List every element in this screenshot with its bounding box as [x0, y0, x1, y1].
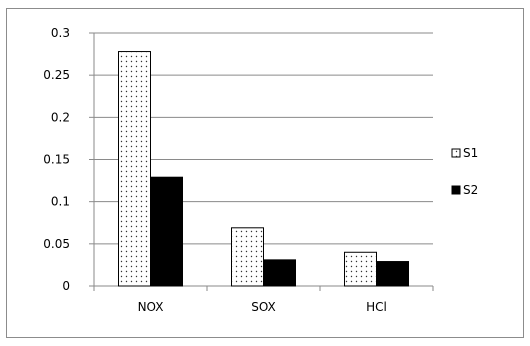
x-tick-labels: NOX SOX HCl [138, 300, 387, 314]
bar-s1-sox [231, 227, 264, 287]
x-tick-label: NOX [138, 300, 164, 314]
y-tick-label: 0 [62, 279, 70, 293]
bars [118, 51, 409, 287]
bar-s2-nox [150, 176, 183, 287]
y-tick-label: 0.05 [43, 237, 70, 251]
x-tick-label: HCl [366, 300, 387, 314]
legend-label: S2 [463, 183, 478, 197]
y-tick-label: 0.1 [51, 195, 70, 209]
y-tick-label: 0.15 [43, 153, 70, 167]
bar-s2-hcl [376, 261, 409, 287]
y-tick-label: 0.2 [51, 110, 70, 124]
legend: S1 S2 [451, 146, 478, 197]
legend-swatch [451, 148, 461, 158]
y-tick-label: 0.25 [43, 68, 70, 82]
bar-s2-sox [263, 259, 296, 287]
bar-s1-nox [118, 51, 151, 287]
y-tick-labels: 0 0.05 0.1 0.15 0.2 0.25 0.3 [43, 26, 70, 293]
legend-label: S1 [463, 146, 478, 160]
x-tick-label: SOX [251, 300, 276, 314]
bar-s1-hcl [344, 251, 377, 287]
y-tick-label: 0.3 [51, 26, 70, 40]
legend-swatch [451, 185, 461, 195]
